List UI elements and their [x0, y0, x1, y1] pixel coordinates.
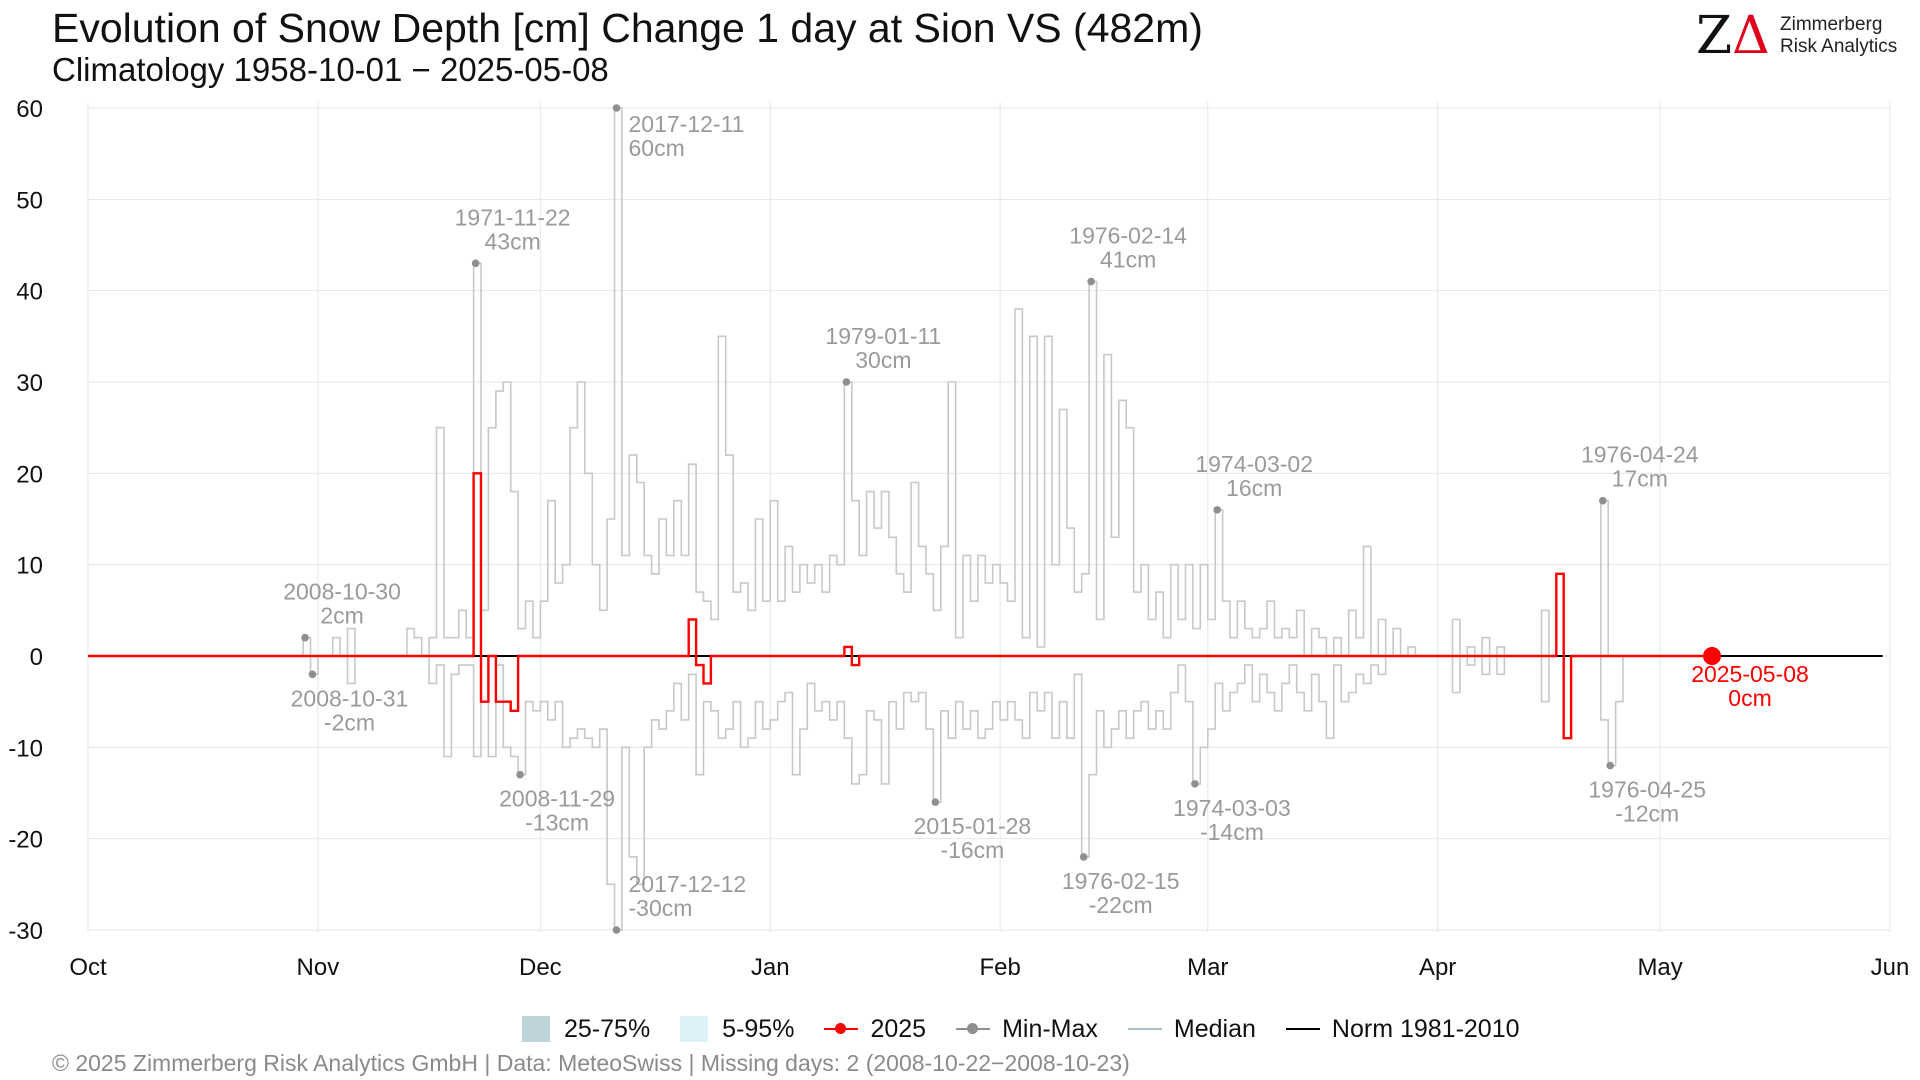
extreme-point [842, 378, 851, 386]
footer-credits: © 2025 Zimmerberg Risk Analytics GmbH | … [52, 1050, 1130, 1076]
x-tick-label: Apr [1419, 954, 1456, 981]
legend-item: Median [1127, 1014, 1256, 1044]
y-tick-label: 20 [16, 461, 43, 488]
x-tick-label: Feb [979, 954, 1020, 981]
x-tick-label: Dec [519, 954, 562, 981]
extreme-label: 2015-01-28 [914, 813, 1032, 839]
legend-label: Median [1173, 1014, 1256, 1043]
extreme-label: 2008-10-30 [283, 579, 401, 605]
extreme-label: 16cm [1226, 475, 1282, 501]
extreme-label: 1976-04-25 [1588, 777, 1706, 803]
legend-swatch [522, 1016, 550, 1042]
extreme-label: 1971-11-22 [455, 204, 571, 230]
extreme-label: 1976-04-24 [1581, 442, 1699, 468]
legend-item: 2025 [824, 1015, 926, 1044]
extreme-point [1598, 496, 1607, 505]
extreme-label: 1976-02-15 [1062, 868, 1180, 894]
y-tick-label: -30 [8, 918, 43, 945]
extreme-label: 2017-12-12 [629, 871, 747, 897]
extreme-label: 43cm [484, 228, 540, 254]
extreme-label: 17cm [1612, 466, 1668, 492]
x-tick-label: Mar [1187, 954, 1228, 981]
extreme-label: -2cm [324, 709, 375, 735]
x-tick-label: Jan [751, 954, 790, 981]
extreme-point [1213, 506, 1221, 514]
legend-item: 5-95% [680, 1015, 794, 1044]
extreme-label: 2008-10-31 [291, 685, 409, 711]
legend-swatch [1127, 1016, 1162, 1042]
extreme-point [301, 633, 309, 642]
extreme-label: 2cm [320, 603, 363, 629]
y-tick-label: 50 [16, 187, 43, 214]
extreme-point [471, 259, 480, 268]
legend-swatch [956, 1016, 991, 1042]
y-tick-label: 0 [30, 644, 43, 671]
extreme-point [308, 670, 317, 679]
series [88, 107, 1883, 931]
min-series-line [295, 655, 1631, 931]
legend-item: Norm 1981-2010 [1285, 1014, 1520, 1044]
legend-label: Norm 1981-2010 [1331, 1014, 1520, 1043]
max-series-line [288, 107, 1616, 657]
brand-logo: ZΔ Zimmerberg Risk Analytics [1696, 8, 1906, 64]
extreme-point [931, 798, 940, 806]
y-tick-label: 10 [16, 553, 43, 580]
extreme-point [1191, 780, 1199, 788]
extreme-label: -13cm [525, 810, 589, 836]
extreme-label: -12cm [1615, 801, 1679, 827]
extreme-label: -22cm [1089, 892, 1153, 918]
x-tick-label: May [1637, 954, 1682, 981]
x-tick-label: Jun [1871, 954, 1910, 981]
logo-mark-icon: ZΔ [1696, 6, 1770, 66]
y-tick-label: -20 [8, 827, 43, 854]
x-tick-label: Oct [69, 954, 107, 981]
extreme-point [1079, 853, 1088, 861]
legend-swatch [824, 1016, 859, 1042]
logo-text: Zimmerberg Risk Analytics [1780, 14, 1897, 58]
extreme-label: 2008-11-29 [499, 786, 615, 812]
legend-label: 2025 [870, 1014, 927, 1043]
logo-line-2: Risk Analytics [1780, 36, 1898, 57]
logo-line-1: Zimmerberg [1780, 14, 1883, 35]
extreme-label: 41cm [1100, 247, 1156, 273]
current-label: 2025-05-08 [1691, 661, 1809, 687]
extreme-label: -16cm [940, 837, 1004, 863]
extreme-label: 2017-12-11 [629, 111, 745, 137]
extreme-label: 1974-03-02 [1195, 451, 1313, 477]
y-tick-label: 30 [16, 370, 43, 397]
y-tick-label: -10 [8, 735, 43, 762]
legend-label: Min-Max [1002, 1014, 1098, 1043]
current-point [1703, 647, 1722, 665]
extreme-point [612, 926, 621, 934]
extreme-label: -14cm [1200, 819, 1264, 845]
legend: 25-75% 5-95% 2025 Min-Max Median Norm 1981-20… [522, 1012, 1550, 1046]
chart-subtitle: Climatology 1958-10-01 − 2025-05-08 [52, 51, 609, 88]
y-tick-label: 60 [16, 96, 43, 123]
axes: -30 -20 -10 0 10 20 30 40 50 60 Oct Nov Dec Jan Feb Mar… [8, 96, 1909, 981]
legend-label: 5-95% [722, 1014, 795, 1043]
extreme-label: 60cm [629, 135, 685, 161]
extreme-point [1087, 277, 1095, 286]
extreme-label: 1976-02-14 [1069, 223, 1187, 249]
extreme-label: 1979-01-11 [825, 323, 941, 349]
extreme-label: -30cm [629, 895, 693, 921]
legend-label: 25-75% [564, 1014, 651, 1043]
extreme-point [612, 104, 621, 112]
y-tick-label: 40 [16, 279, 43, 306]
legend-item: Min-Max [956, 1015, 1098, 1044]
extreme-label: 30cm [855, 347, 911, 373]
extreme-point [516, 770, 524, 779]
x-tick-label: Nov [297, 954, 340, 981]
legend-swatch [680, 1016, 709, 1042]
extreme-label: 1974-03-03 [1173, 795, 1291, 821]
extreme-point [1606, 761, 1615, 770]
current-label: 0cm [1728, 685, 1771, 711]
chart-title: Evolution of Snow Depth [cm] Change 1 da… [52, 5, 1203, 51]
legend-swatch [1285, 1016, 1320, 1042]
current-season-series-line [88, 472, 1712, 740]
legend-item: 25-75% [522, 1015, 650, 1044]
